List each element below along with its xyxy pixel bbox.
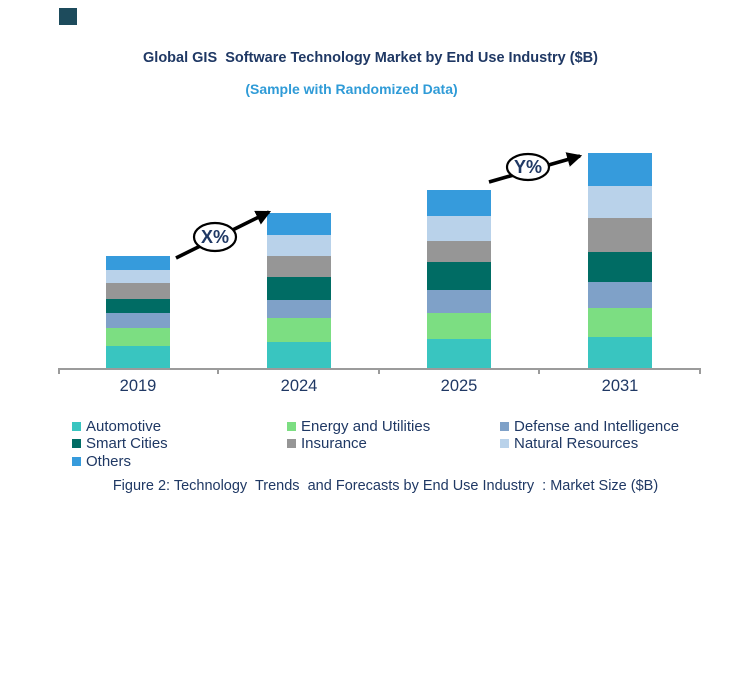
x-axis-label-2031: 2031 bbox=[601, 377, 639, 395]
bar-segment-automotive bbox=[267, 342, 331, 368]
legend-label: Automotive bbox=[86, 417, 162, 435]
bar-2024 bbox=[267, 213, 331, 368]
bar-segment-defense-and-intelligence bbox=[427, 290, 491, 313]
legend-swatch-defense-and-intelligence bbox=[500, 421, 509, 431]
legend-swatch-natural-resources bbox=[500, 439, 509, 448]
bar-segment-automotive bbox=[427, 339, 491, 368]
bar-segment-natural-resources bbox=[267, 235, 331, 256]
legend-swatch-smart-cities bbox=[72, 439, 81, 448]
legend-item-others: Others bbox=[72, 452, 132, 470]
bar-segment-natural-resources bbox=[106, 270, 170, 283]
bar-segment-smart-cities bbox=[106, 299, 170, 313]
legend-item-natural-resources: Natural Resources bbox=[500, 435, 639, 452]
bar-segment-insurance bbox=[106, 283, 170, 299]
bar-segment-natural-resources bbox=[427, 216, 491, 241]
legend-item-defense-and-intelligence: Defense and Intelligence bbox=[500, 417, 680, 435]
bar-segment-defense-and-intelligence bbox=[106, 313, 170, 328]
legend-item-smart-cities: Smart Cities bbox=[72, 435, 168, 452]
corner-square-decoration bbox=[59, 8, 77, 25]
bar-2025 bbox=[427, 190, 491, 368]
legend-label: Smart Cities bbox=[86, 435, 168, 452]
bar-segment-energy-and-utilities bbox=[106, 328, 170, 346]
figure-caption: Figure 2: Technology Trends and Forecast… bbox=[112, 478, 659, 494]
bar-segment-smart-cities bbox=[427, 262, 491, 290]
bar-segment-others bbox=[267, 213, 331, 235]
bar-segment-energy-and-utilities bbox=[267, 318, 331, 342]
bar-segment-others bbox=[106, 256, 170, 270]
bar-segment-smart-cities bbox=[588, 252, 652, 282]
legend-label: Insurance bbox=[301, 435, 367, 452]
x-axis-tick bbox=[378, 368, 380, 374]
bar-segment-defense-and-intelligence bbox=[588, 282, 652, 308]
bar-segment-others bbox=[588, 153, 652, 186]
bar-segment-energy-and-utilities bbox=[427, 313, 491, 339]
bar-2019 bbox=[106, 256, 170, 368]
legend-swatch-insurance bbox=[287, 439, 296, 448]
legend-label: Natural Resources bbox=[514, 435, 639, 452]
x-axis-tick bbox=[217, 368, 219, 374]
x-axis-label-2024: 2024 bbox=[280, 377, 318, 395]
legend-swatch-others bbox=[72, 456, 81, 466]
legend-item-energy-and-utilities: Energy and Utilities bbox=[287, 417, 431, 435]
bar-segment-smart-cities bbox=[267, 277, 331, 300]
chart-title: Global GIS Software Technology Market by… bbox=[143, 50, 598, 66]
bar-2031 bbox=[588, 153, 652, 368]
bar-segment-energy-and-utilities bbox=[588, 308, 652, 337]
legend-item-automotive: Automotive bbox=[72, 417, 162, 435]
bar-segment-insurance bbox=[267, 256, 331, 277]
x-axis-tick bbox=[58, 368, 60, 374]
bar-segment-automotive bbox=[106, 346, 170, 368]
x-axis-label-2025: 2025 bbox=[440, 377, 478, 395]
bar-segment-defense-and-intelligence bbox=[267, 300, 331, 318]
x-axis-tick bbox=[538, 368, 540, 374]
bar-segment-others bbox=[427, 190, 491, 216]
legend-item-insurance: Insurance bbox=[287, 435, 367, 452]
legend-label: Defense and Intelligence bbox=[514, 417, 680, 435]
legend-swatch-energy-and-utilities bbox=[287, 421, 296, 431]
legend-swatch-automotive bbox=[72, 421, 81, 431]
bar-segment-automotive bbox=[588, 337, 652, 368]
bar-segment-insurance bbox=[588, 218, 652, 252]
legend-label: Others bbox=[86, 452, 132, 470]
chart-subtitle: (Sample with Randomized Data) bbox=[245, 81, 458, 97]
legend-label: Energy and Utilities bbox=[301, 417, 431, 435]
bar-segment-natural-resources bbox=[588, 186, 652, 218]
x-axis-label-2019: 2019 bbox=[119, 377, 157, 395]
bar-segment-insurance bbox=[427, 241, 491, 262]
x-axis-tick bbox=[699, 368, 701, 374]
